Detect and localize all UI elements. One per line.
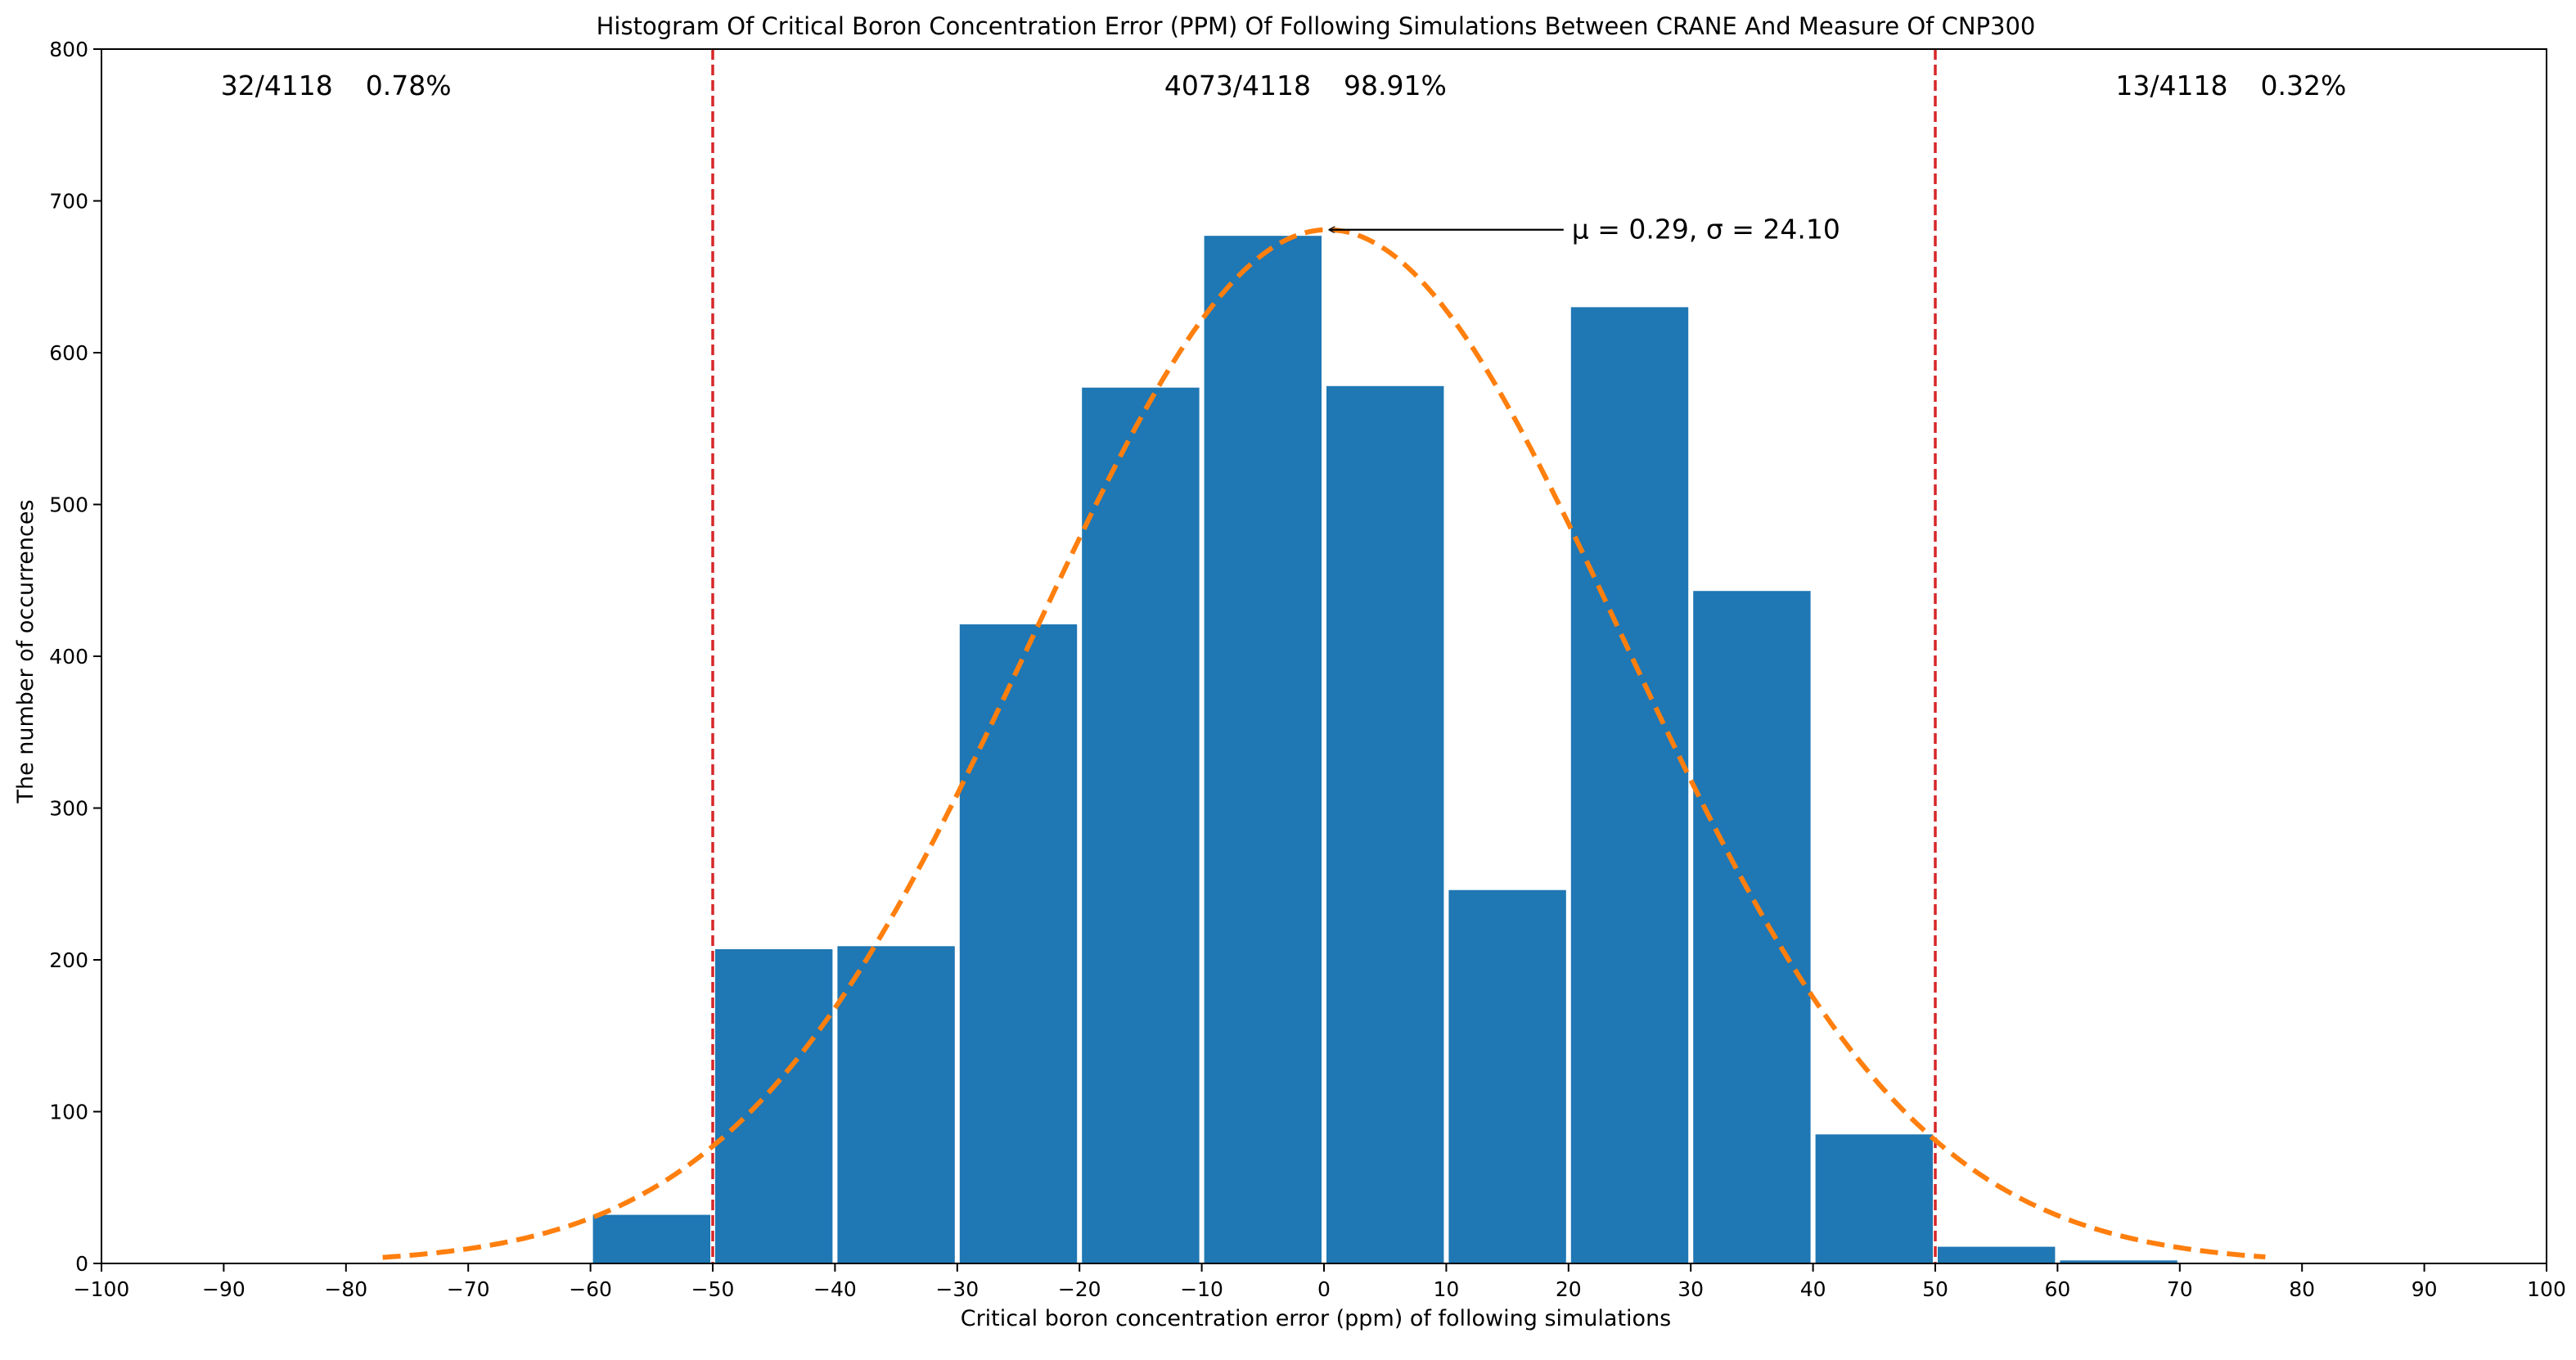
histogram-bar <box>1570 307 1689 1263</box>
y-tick-label: 400 <box>49 645 88 669</box>
histogram-bar <box>1815 1134 1933 1263</box>
y-tick-label: 200 <box>49 948 88 972</box>
x-tick-label: −70 <box>447 1277 490 1301</box>
histogram-bar <box>837 946 955 1263</box>
region-count-label: 4073/4118 <box>1164 70 1311 101</box>
x-tick-label: −80 <box>324 1277 367 1301</box>
plot-area: μ = 0.29, σ = 24.10 32/4118 0.78% 4073/4118… <box>49 38 2566 1301</box>
region-percent-label: 0.78% <box>366 70 452 101</box>
region-count-label: 32/4118 <box>221 70 333 101</box>
x-tick-label: 70 <box>2167 1277 2193 1301</box>
y-tick-label: 500 <box>49 493 88 517</box>
y-axis-label: The number of occurrences <box>13 499 38 804</box>
x-tick-label: −40 <box>813 1277 857 1301</box>
x-tick-label: 0 <box>1317 1277 1331 1301</box>
region-count-label: 13/4118 <box>2115 70 2227 101</box>
gaussian-fit-curve <box>382 227 2266 1260</box>
x-tick-label: 100 <box>2527 1277 2566 1301</box>
x-axis-label: Critical boron concentration error (ppm)… <box>961 1306 1672 1331</box>
histogram-bar <box>2060 1260 2177 1263</box>
histogram-bar <box>1693 591 1811 1263</box>
x-tick-label: 30 <box>1678 1277 1704 1301</box>
x-tick-label: 80 <box>2289 1277 2315 1301</box>
y-tick-label: 0 <box>75 1252 88 1276</box>
x-tick-label: 20 <box>1556 1277 1582 1301</box>
x-tick-label: 10 <box>1433 1277 1459 1301</box>
chart-title: Histogram Of Critical Boron Concentratio… <box>597 12 2036 40</box>
x-tick-label: 90 <box>2412 1277 2438 1301</box>
y-tick-label: 100 <box>49 1101 88 1124</box>
x-tick-label: −20 <box>1058 1277 1101 1301</box>
x-tick-label: −100 <box>74 1277 130 1301</box>
x-tick-label: −50 <box>691 1277 735 1301</box>
histogram-bar <box>1938 1246 2056 1263</box>
region-percent-label: 98.91% <box>1344 70 1447 101</box>
x-tick-label: 40 <box>1800 1277 1826 1301</box>
x-tick-label: −60 <box>569 1277 612 1301</box>
histogram-bar <box>592 1214 710 1263</box>
y-tick-label: 700 <box>49 190 88 214</box>
histogram-bar <box>1204 236 1322 1264</box>
y-tick-label: 300 <box>49 797 88 821</box>
x-tick-label: 60 <box>2044 1277 2070 1301</box>
y-tick-label: 600 <box>49 341 88 365</box>
y-tick-label: 800 <box>49 38 88 61</box>
histogram-bar <box>1326 385 1444 1263</box>
histogram-bar <box>715 949 833 1263</box>
region-percent-label: 0.32% <box>2261 70 2347 101</box>
histogram-bar <box>959 624 1078 1263</box>
histogram-bar <box>1448 889 1566 1263</box>
histogram-bar <box>1082 387 1200 1264</box>
x-tick-label: −10 <box>1180 1277 1223 1301</box>
x-tick-label: −90 <box>202 1277 245 1301</box>
x-tick-label: −30 <box>935 1277 979 1301</box>
x-tick-label: 50 <box>1922 1277 1948 1301</box>
annotation-text: μ = 0.29, σ = 24.10 <box>1572 214 1840 245</box>
